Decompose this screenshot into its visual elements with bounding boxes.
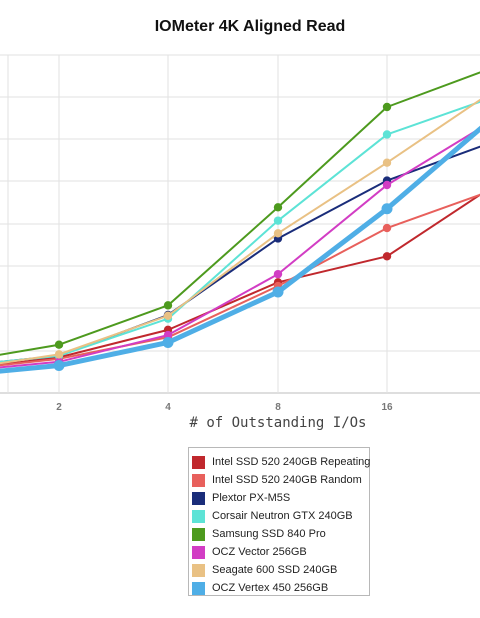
- legend-label: OCZ Vector 256GB: [212, 546, 307, 558]
- data-point: [381, 203, 393, 215]
- legend-item: Seagate 600 SSD 240GB: [192, 561, 369, 579]
- series-line: [0, 98, 480, 365]
- data-point: [272, 286, 284, 298]
- data-point: [273, 269, 283, 279]
- legend-swatch: [192, 563, 205, 577]
- series-line: [0, 125, 480, 374]
- data-point: [54, 350, 64, 359]
- legend-label: Corsair Neutron GTX 240GB: [212, 510, 353, 522]
- series-line: [0, 193, 480, 366]
- x-axis-title: # of Outstanding I/Os: [189, 415, 367, 431]
- series-line: [0, 193, 480, 367]
- legend-item: Intel SSD 520 240GB Random: [192, 471, 369, 489]
- legend-swatch: [192, 473, 205, 487]
- data-point: [273, 203, 283, 212]
- legend-swatch: [192, 545, 205, 559]
- series-line: [0, 71, 480, 356]
- series-line: [0, 100, 480, 363]
- legend-label: Seagate 600 SSD 240GB: [212, 564, 338, 576]
- data-point: [53, 360, 65, 372]
- data-point: [382, 223, 392, 233]
- data-point: [273, 229, 283, 238]
- legend-label: Intel SSD 520 240GB Repeating: [212, 456, 371, 468]
- legend-item: OCZ Vertex 450 256GB: [192, 579, 369, 597]
- legend-label: OCZ Vertex 450 256GB: [212, 582, 329, 594]
- data-point: [54, 340, 64, 349]
- chart-title: IOMeter 4K Aligned Read: [154, 18, 346, 35]
- data-point: [382, 252, 392, 261]
- series-line: [0, 127, 480, 369]
- data-point: [382, 130, 392, 139]
- legend-label: Intel SSD 520 240GB Random: [212, 474, 362, 486]
- x-tick-label: 16: [381, 402, 393, 413]
- legend-item: OCZ Vector 256GB: [192, 543, 369, 561]
- legend-swatch: [192, 455, 205, 469]
- legend-swatch: [192, 581, 205, 595]
- data-point: [162, 336, 174, 348]
- x-tick-label: 2: [56, 402, 62, 413]
- legend-swatch: [192, 491, 205, 505]
- legend-swatch: [192, 509, 205, 523]
- data-point: [163, 330, 173, 340]
- data-point: [382, 180, 392, 190]
- legend-swatch: [192, 527, 205, 541]
- data-point: [163, 301, 173, 310]
- legend-item: Corsair Neutron GTX 240GB: [192, 507, 369, 525]
- grid: [0, 54, 480, 394]
- legend-label: Samsung SSD 840 Pro: [212, 528, 326, 540]
- data-point: [273, 216, 283, 225]
- x-tick-label: 4: [165, 402, 171, 413]
- data-point: [382, 158, 392, 167]
- legend-item: Plextor PX-M5S: [192, 489, 369, 507]
- x-tick-label: 8: [275, 402, 281, 413]
- legend-item: Intel SSD 520 240GB Repeating: [192, 453, 371, 471]
- x-tick-labels: 2 4 8 16: [56, 402, 393, 413]
- data-point: [163, 311, 173, 320]
- data-point: [382, 102, 392, 112]
- series-group: [0, 71, 480, 374]
- legend-label: Plextor PX-M5S: [212, 492, 291, 504]
- legend-item: Samsung SSD 840 Pro: [192, 525, 369, 543]
- legend: Intel SSD 520 240GB Repeating Intel SSD 5…: [188, 447, 370, 596]
